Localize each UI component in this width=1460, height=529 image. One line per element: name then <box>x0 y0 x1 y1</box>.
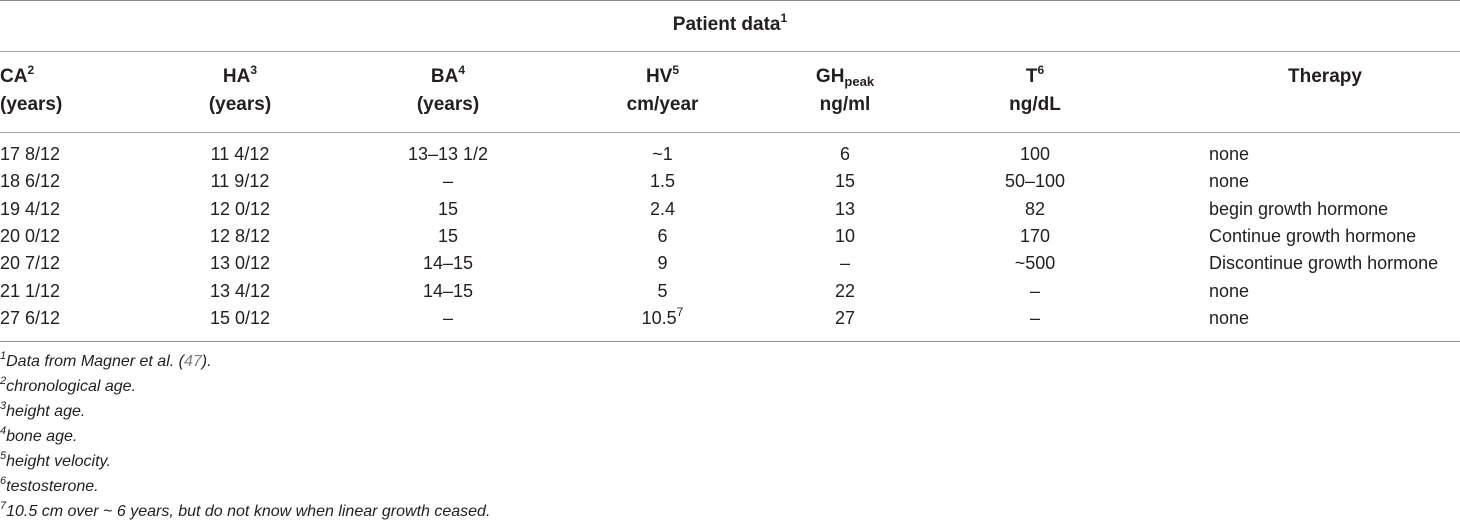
cell-gh-peak: 13 <box>834 198 856 219</box>
cell-gh-peak: 27 <box>834 307 856 328</box>
cell-gh-peak: 15 <box>834 171 856 192</box>
cell-ca: 20 7/12 <box>0 253 61 274</box>
cell-ha: 15 0/12 <box>209 307 271 328</box>
cell-therapy: Continue growth hormone <box>1209 225 1417 246</box>
cell-t: – <box>1029 280 1040 301</box>
header-rule <box>0 132 1460 133</box>
cell-t: 170 <box>1019 225 1051 246</box>
cell-therapy: none <box>1209 307 1250 328</box>
cell-hv: ~1 <box>652 144 673 164</box>
footnote-3: 3height age. <box>0 400 86 421</box>
cell-therapy: begin growth hormone <box>1209 198 1389 219</box>
cell-ca: 18 6/12 <box>0 171 61 192</box>
cell-hv: 5 <box>657 280 668 301</box>
table-caption: Patient data1 <box>672 11 788 35</box>
table-row: 18 6/12 11 9/12 – 1.5 15 50–100 none <box>0 168 1460 195</box>
column-header-ha: HA3 (years) <box>208 63 272 115</box>
column-header-ba: BA4 (years) <box>416 63 480 115</box>
cell-ba: 15 <box>437 198 459 219</box>
cell-ca: 17 8/12 <box>0 144 61 164</box>
footnotes: 1Data from Magner et al. (47). 2chronolo… <box>0 349 490 524</box>
cell-ba: 15 <box>437 225 459 246</box>
reference-link[interactable]: 47 <box>183 353 202 370</box>
cell-ca: 19 4/12 <box>0 198 61 219</box>
cell-therapy: Discontinue growth hormone <box>1209 253 1439 274</box>
cell-ha: 13 4/12 <box>209 280 271 301</box>
cell-t: 50–100 <box>1004 171 1066 192</box>
column-header-therapy: Therapy <box>1288 66 1362 87</box>
cell-gh-peak: 6 <box>839 144 850 164</box>
cell-ba: 13–13 1/2 <box>407 144 489 164</box>
cell-therapy: none <box>1209 280 1250 301</box>
table-row: 20 0/12 12 8/12 15 6 10 170 Continue growth ho… <box>0 223 1460 250</box>
cell-hv: 2.4 <box>649 198 676 219</box>
cell-t: – <box>1029 307 1040 328</box>
cell-ba: 14–15 <box>422 280 474 301</box>
cell-t: ~500 <box>1014 253 1056 274</box>
cell-ba: – <box>442 171 453 192</box>
cell-ha: 12 0/12 <box>209 198 271 219</box>
cell-ha: 11 4/12 <box>210 144 270 164</box>
cell-gh-peak: – <box>839 253 850 274</box>
cell-ha: 12 8/12 <box>209 225 271 246</box>
cell-gh-peak: 10 <box>834 225 856 246</box>
cell-therapy: none <box>1209 144 1250 164</box>
table-row: 19 4/12 12 0/12 15 2.4 13 82 begin growth horm… <box>0 196 1460 223</box>
column-header-t: T6 ng/dL <box>1009 63 1061 115</box>
cell-t: 100 <box>1019 144 1051 164</box>
cell-ha: 11 9/12 <box>210 171 270 192</box>
table-row: 17 8/12 11 4/12 13–13 1/2 ~1 6 100 none <box>0 141 1460 168</box>
table-row: 27 6/12 15 0/12 – 10.57 27 – none <box>0 305 1460 332</box>
footnote-5: 5height velocity. <box>0 450 111 471</box>
cell-t: 82 <box>1024 198 1046 219</box>
column-header-gh-peak: GHpeak ng/ml <box>815 66 875 115</box>
table-top-rule <box>0 0 1460 1</box>
cell-hv: 6 <box>657 225 668 246</box>
cell-ba: – <box>442 307 453 328</box>
caption-rule <box>0 51 1460 52</box>
table-bottom-rule <box>0 341 1460 342</box>
column-header-ca: CA2 (years) <box>0 63 63 115</box>
cell-ca: 20 0/12 <box>0 225 61 246</box>
cell-hv: 10.57 <box>641 304 684 328</box>
cell-ha: 13 0/12 <box>209 253 271 274</box>
footnote-6: 6testosterone. <box>0 475 99 496</box>
table-row: 20 7/12 13 0/12 14–15 9 – ~500 Discontinue gro… <box>0 250 1460 277</box>
footnote-1: 1Data from Magner et al. (47). <box>0 350 212 371</box>
column-header-hv: HV5 cm/year <box>626 63 699 115</box>
footnote-4: 4bone age. <box>0 425 78 446</box>
cell-hv: 1.5 <box>649 171 676 192</box>
cell-gh-peak: 22 <box>834 280 856 301</box>
cell-ca: 27 6/12 <box>0 307 61 328</box>
table-row: 21 1/12 13 4/12 14–15 5 22 – none <box>0 278 1460 305</box>
footnote-2: 2chronological age. <box>0 375 136 396</box>
cell-therapy: none <box>1209 171 1250 192</box>
footnote-7: 710.5 cm over ~ 6 years, but do not know… <box>0 500 491 521</box>
cell-ca: 21 1/12 <box>0 280 61 301</box>
cell-hv: 9 <box>657 253 668 274</box>
cell-ba: 14–15 <box>422 253 474 274</box>
